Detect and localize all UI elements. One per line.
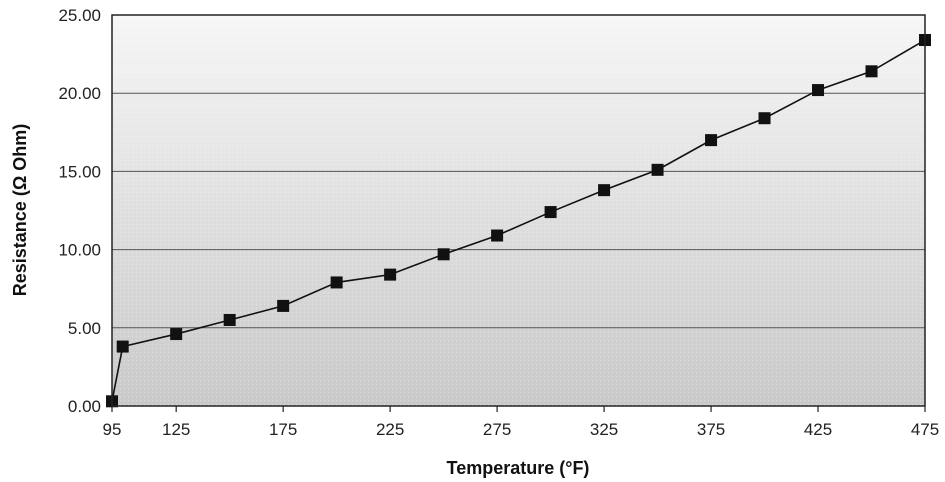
data-point	[330, 276, 343, 289]
y-tick-label: 10.00	[58, 241, 101, 260]
data-point	[491, 229, 504, 242]
data-point	[651, 163, 664, 176]
x-tick-label: 375	[697, 420, 725, 439]
data-point	[865, 65, 878, 78]
data-point	[116, 340, 129, 353]
x-tick-label: 95	[103, 420, 122, 439]
data-point	[758, 112, 771, 125]
y-tick-label: 15.00	[58, 162, 101, 181]
x-tick-label: 275	[483, 420, 511, 439]
data-point	[384, 268, 397, 281]
x-tick-label: 425	[804, 420, 832, 439]
y-tick-label: 25.00	[58, 6, 101, 25]
data-point	[223, 313, 236, 326]
data-point	[598, 184, 611, 197]
y-axis-title: Resistance (Ω Ohm)	[10, 124, 30, 296]
data-point	[705, 134, 718, 147]
x-tick-label: 125	[162, 420, 190, 439]
data-point	[170, 328, 183, 341]
x-tick-label: 225	[376, 420, 404, 439]
grid-lines	[112, 92, 925, 329]
data-point	[544, 206, 557, 219]
y-tick-label: 0.00	[68, 397, 101, 416]
x-axis-title: Temperature (°F)	[447, 458, 590, 478]
data-point	[437, 248, 450, 261]
x-tick-label: 175	[269, 420, 297, 439]
plot-frame	[111, 14, 926, 407]
y-tick-label: 5.00	[68, 319, 101, 338]
plot-texture	[112, 15, 925, 406]
data-point	[277, 299, 290, 312]
y-tick-label: 20.00	[58, 84, 101, 103]
data-series	[106, 34, 931, 408]
data-point	[812, 84, 825, 97]
x-axis: 95 125 175 225 275 325 375 425 475	[103, 406, 939, 439]
plot-area	[112, 15, 925, 406]
y-axis: 0.00 5.00 10.00 15.00 20.00 25.00	[58, 6, 101, 416]
x-tick-label: 475	[911, 420, 939, 439]
x-tick-label: 325	[590, 420, 618, 439]
